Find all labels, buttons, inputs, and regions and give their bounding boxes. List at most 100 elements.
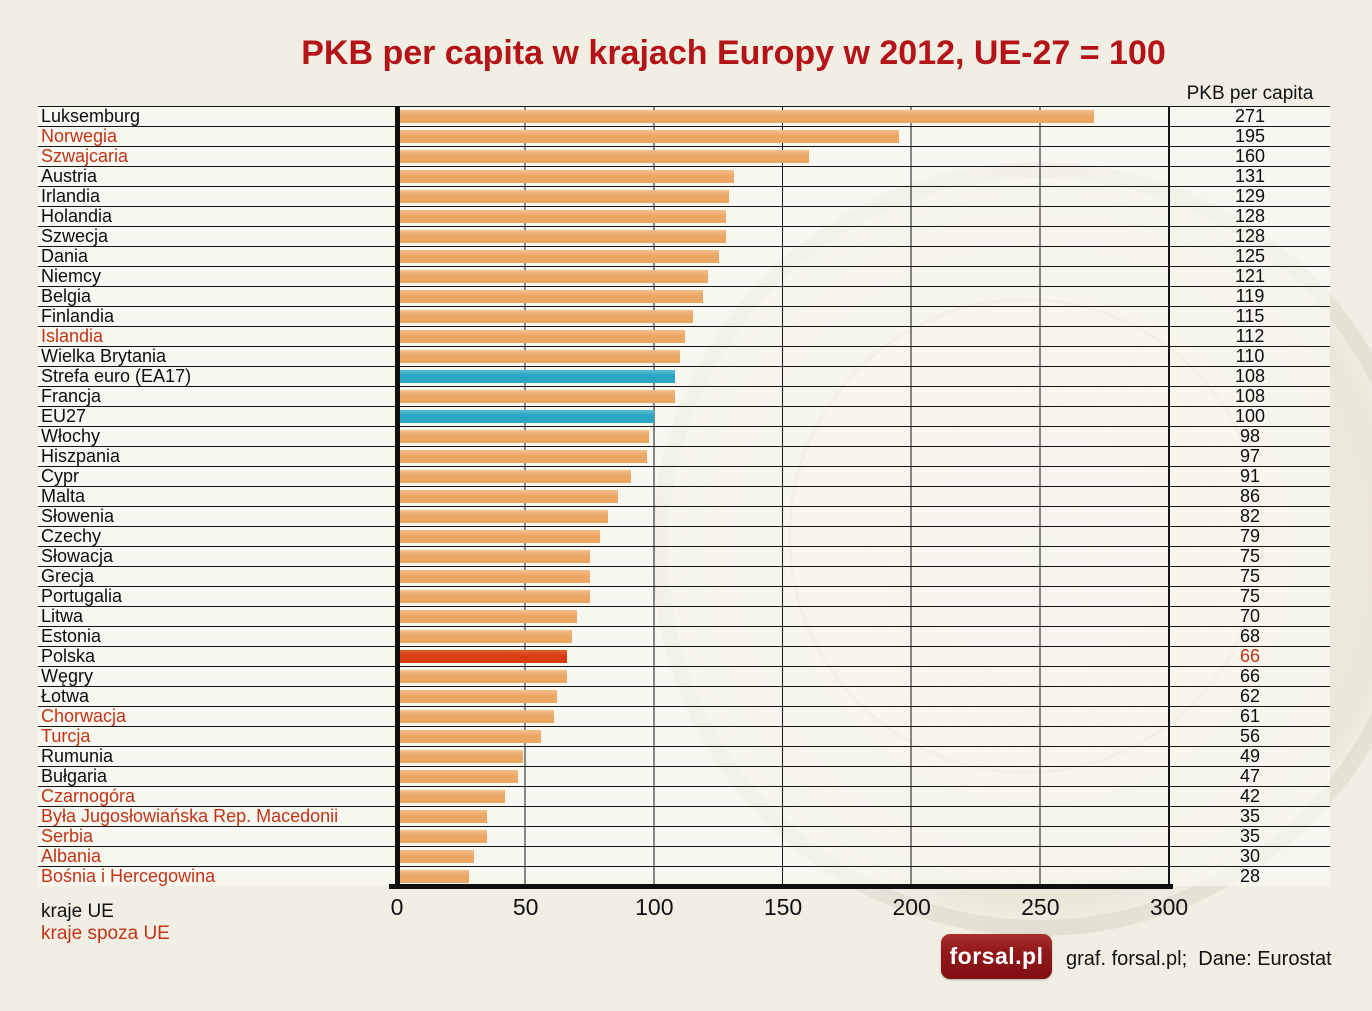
- row-label: Belgia: [41, 287, 92, 306]
- row-bar: [397, 250, 719, 263]
- table-row: Czechy 79: [38, 526, 1330, 546]
- row-value: 62: [1239, 686, 1261, 706]
- row-value: 110: [1235, 346, 1265, 366]
- row-bar-cell: [397, 107, 1170, 126]
- row-label: Wielka Brytania: [41, 347, 167, 366]
- row-bar-cell: [397, 347, 1170, 366]
- table-row: Wielka Brytania 110: [38, 346, 1330, 366]
- row-label: Strefa euro (EA17): [41, 367, 192, 386]
- row-bar: [397, 830, 488, 843]
- row-bar: [397, 870, 470, 883]
- row-bar: [397, 110, 1095, 123]
- row-value: 42: [1239, 786, 1261, 806]
- row-bar-cell: [397, 767, 1170, 786]
- legend: kraje UE kraje spoza UE: [41, 901, 170, 945]
- table-row: Szwajcaria 160: [38, 146, 1330, 166]
- row-label: Hiszpania: [41, 447, 121, 466]
- x-tick-label: 50: [512, 894, 539, 920]
- row-value: 108: [1234, 386, 1266, 406]
- row-bar: [397, 730, 542, 743]
- row-label: Estonia: [41, 627, 102, 646]
- row-bar-cell: [397, 847, 1170, 866]
- forsal-logo-text: forsal.pl: [949, 943, 1044, 969]
- row-bar: [397, 210, 727, 223]
- row-label: EU27: [41, 407, 87, 426]
- row-label: Albania: [41, 847, 102, 866]
- row-label: Islandia: [41, 327, 104, 346]
- row-label: Grecja: [41, 567, 95, 586]
- row-value: 75: [1239, 546, 1261, 566]
- x-tick-label: 300: [1149, 894, 1189, 920]
- row-label: Francja: [41, 387, 102, 406]
- row-label: Norwegia: [41, 127, 118, 146]
- row-value: 75: [1239, 586, 1261, 606]
- row-bar-cell: [397, 447, 1170, 466]
- row-value: 98: [1239, 426, 1261, 446]
- row-bar-cell: [397, 867, 1170, 886]
- row-bar: [397, 650, 567, 663]
- row-value: 125: [1234, 246, 1266, 266]
- row-bar-cell: [397, 527, 1170, 546]
- row-label: Szwecja: [41, 227, 109, 246]
- row-value: 35: [1239, 806, 1261, 826]
- row-bar: [397, 410, 655, 423]
- table-row: Niemcy 121: [38, 266, 1330, 286]
- row-value: 128: [1234, 226, 1266, 246]
- table-row: Turcja 56: [38, 726, 1330, 746]
- table-row: Finlandia 115: [38, 306, 1330, 326]
- row-label: Holandia: [41, 207, 113, 226]
- row-bar: [397, 810, 488, 823]
- row-label: Bośnia i Hercegowina: [41, 867, 216, 886]
- row-value: 35: [1239, 826, 1261, 846]
- row-value: 108: [1234, 366, 1266, 386]
- table-row: Islandia 112: [38, 326, 1330, 346]
- row-label: Turcja: [41, 727, 91, 746]
- row-value: 115: [1235, 306, 1265, 326]
- table-row: Bułgaria 47: [38, 766, 1330, 786]
- row-bar: [397, 230, 727, 243]
- value-column-header: PKB per capita: [1186, 83, 1314, 104]
- row-bar-cell: [397, 547, 1170, 566]
- row-bar: [397, 510, 608, 523]
- row-bar-cell: [397, 827, 1170, 846]
- row-value: 160: [1234, 146, 1266, 166]
- row-bar-cell: [397, 687, 1170, 706]
- table-row: Malta 86: [38, 486, 1330, 506]
- row-bar: [397, 190, 729, 203]
- row-label: Czarnogóra: [41, 787, 136, 806]
- row-label: Bułgaria: [41, 767, 108, 786]
- table-row: EU27 100: [38, 406, 1330, 426]
- row-label: Luksemburg: [41, 107, 141, 126]
- row-label: Irlandia: [41, 187, 101, 206]
- row-label: Cypr: [41, 467, 80, 486]
- x-tick-label: 200: [892, 894, 931, 920]
- row-label: Portugalia: [41, 587, 123, 606]
- row-bar-cell: [397, 287, 1170, 306]
- row-bar: [397, 310, 693, 323]
- row-bar: [397, 610, 578, 623]
- table-row: Norwegia 195: [38, 126, 1330, 146]
- table-row: Serbia 35: [38, 826, 1330, 846]
- row-value: 131: [1234, 166, 1266, 186]
- table-row: Szwecja 128: [38, 226, 1330, 246]
- page-title: PKB per capita w krajach Europy w 2012, …: [301, 34, 1166, 72]
- row-value: 30: [1239, 846, 1261, 866]
- row-bar: [397, 570, 590, 583]
- row-value: 68: [1239, 626, 1261, 646]
- row-bar: [397, 450, 647, 463]
- table-row: Słowacja 75: [38, 546, 1330, 566]
- row-value: 66: [1239, 666, 1261, 686]
- row-bar: [397, 390, 675, 403]
- table-row: Rumunia 49: [38, 746, 1330, 766]
- row-bar: [397, 350, 681, 363]
- row-bar-cell: [397, 387, 1170, 406]
- row-bar-cell: [397, 427, 1170, 446]
- row-bar-cell: [397, 127, 1170, 146]
- row-bar: [397, 150, 809, 163]
- row-bar-cell: [397, 707, 1170, 726]
- row-value: 86: [1239, 486, 1261, 506]
- x-tick-label: 250: [1021, 894, 1060, 920]
- row-bar: [397, 330, 686, 343]
- row-bar-cell: [397, 367, 1170, 386]
